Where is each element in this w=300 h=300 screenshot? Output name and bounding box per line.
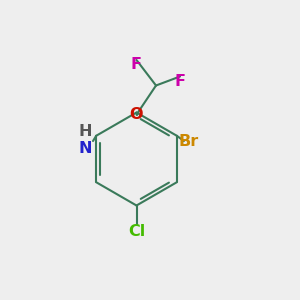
Text: O: O	[130, 107, 143, 122]
Text: Cl: Cl	[128, 224, 145, 239]
Text: N: N	[79, 141, 92, 156]
Text: H: H	[79, 124, 92, 139]
Text: F: F	[131, 57, 142, 72]
Text: F: F	[175, 74, 185, 88]
Text: Br: Br	[179, 134, 199, 148]
